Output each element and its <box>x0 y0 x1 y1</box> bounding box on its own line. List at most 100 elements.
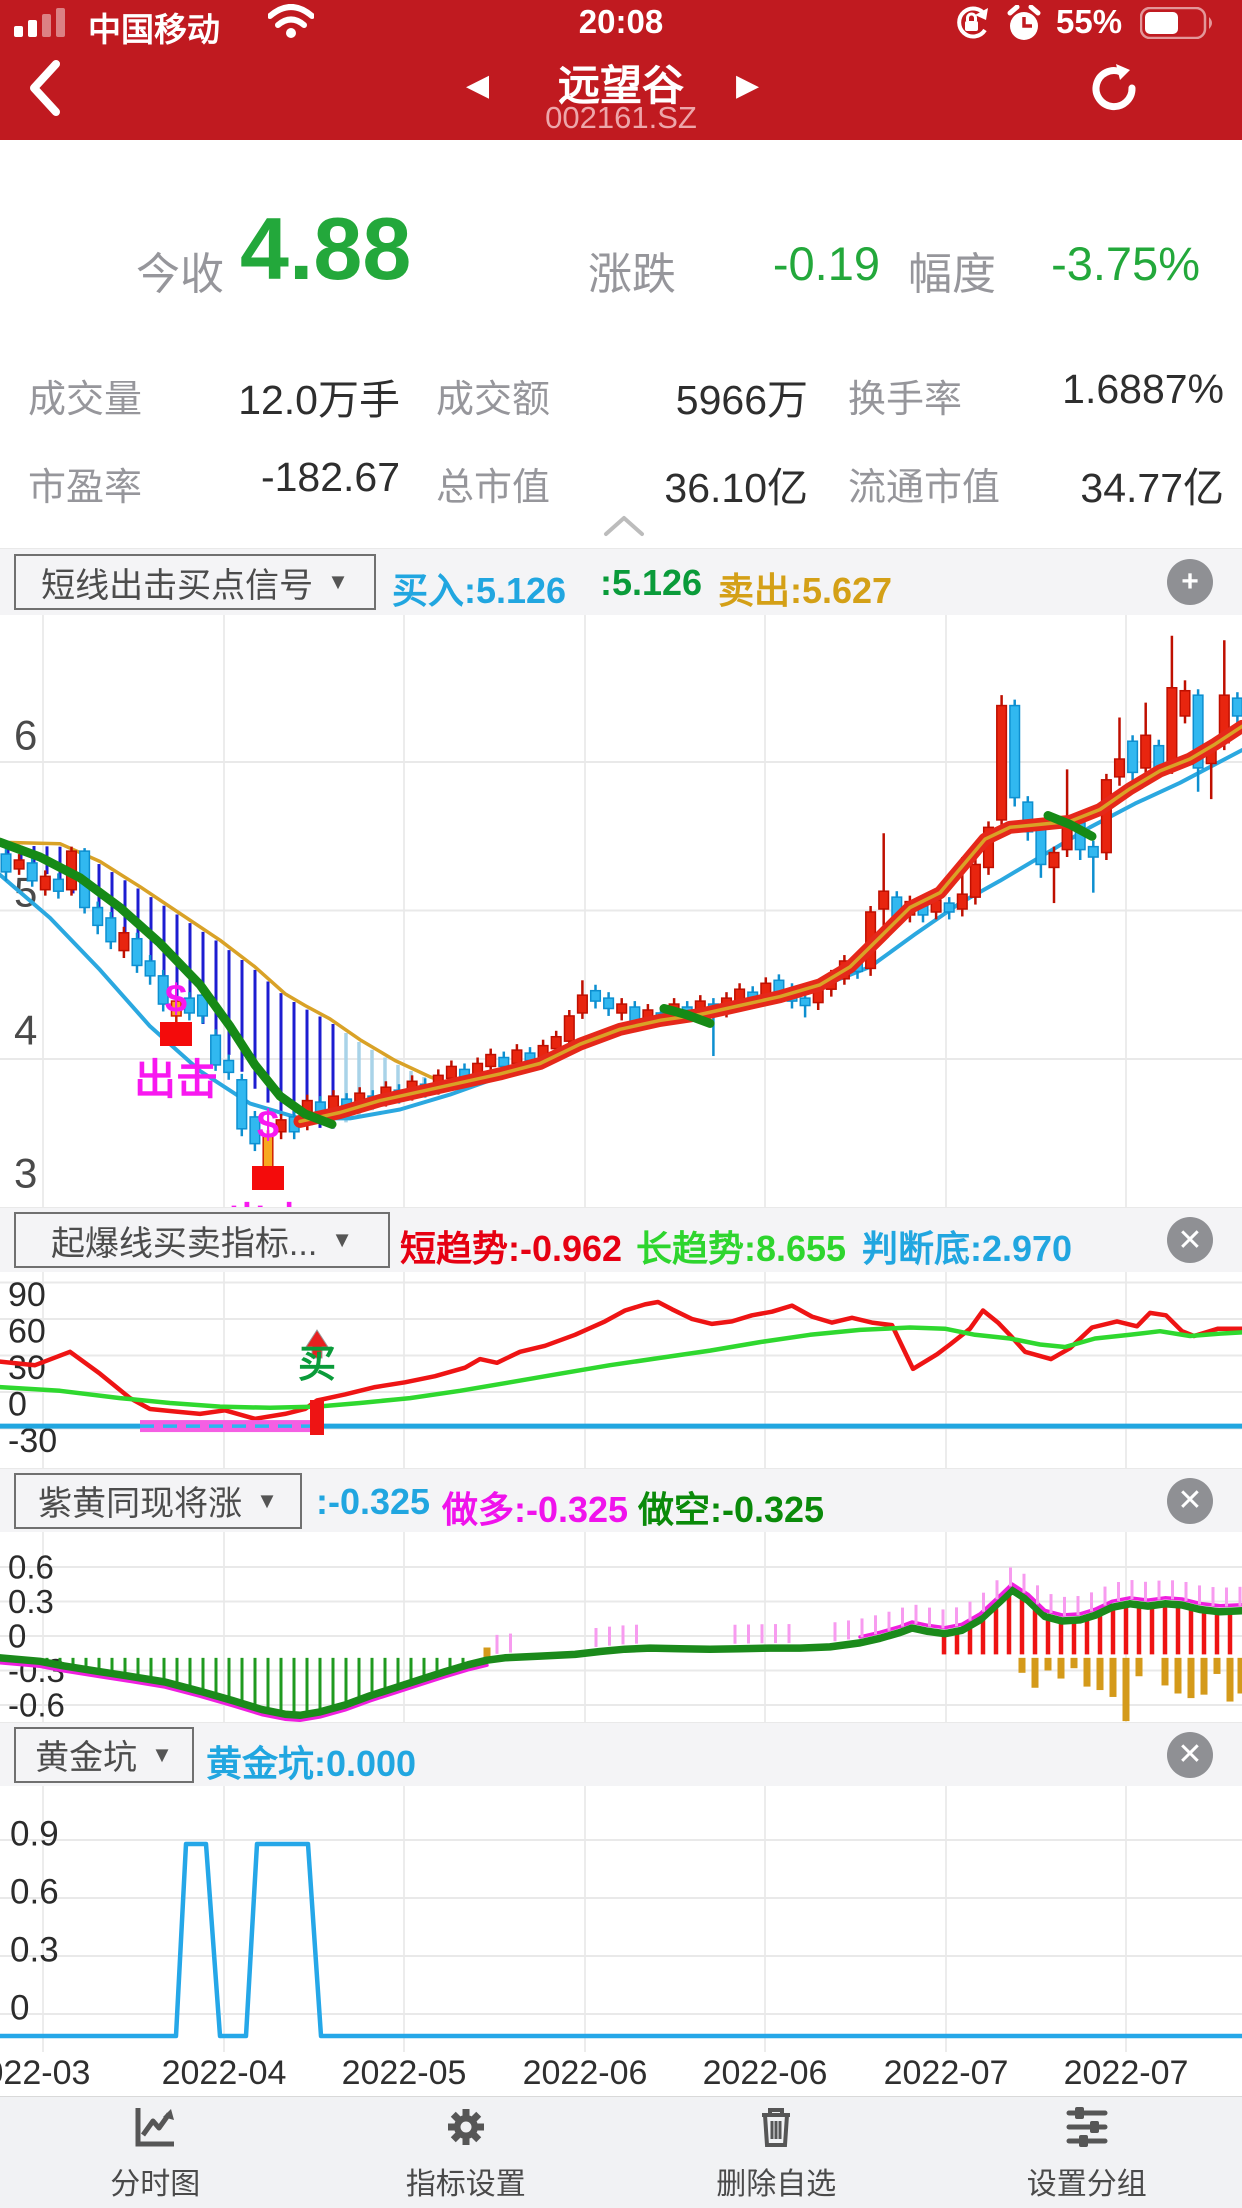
toolbar-分时图[interactable]: 分时图 <box>0 2097 311 2208</box>
indicator-dropdown[interactable]: 紫黄同现将涨 ▼ <box>14 1472 302 1529</box>
svg-text:$: $ <box>257 1103 279 1147</box>
indicator-value: 做空:-0.325 <box>638 1488 825 1530</box>
alarm-icon <box>1007 5 1041 40</box>
back-button[interactable] <box>26 60 62 116</box>
indicator-header-4: 黄金坑 ▼ 黄金坑:0.000 ✕ <box>0 1722 1242 1787</box>
svg-text:60: 60 <box>8 1313 46 1351</box>
chevron-down-icon: ▼ <box>331 1227 354 1252</box>
chg-label: 涨跌 <box>588 250 676 299</box>
pe-value: -182.67 <box>260 454 400 500</box>
toolbar-指标设置[interactable]: 指标设置 <box>311 2097 622 2208</box>
svg-text:4: 4 <box>14 1007 37 1054</box>
indicator-dropdown[interactable]: 黄金坑 ▼ <box>14 1726 194 1783</box>
amp-value: -3.75% <box>1051 237 1200 290</box>
golden-pit-chart[interactable]: 0.9 0.6 0.3 0 <box>0 1786 1242 2052</box>
fcap-label: 流通市值 <box>848 467 1001 509</box>
indicator-title: 短线出击买点信号 <box>41 566 314 605</box>
indicator-value: 做多:-0.325 <box>442 1488 629 1530</box>
indicator-header-1: 短线出击买点信号 ▼ 买入:5.126 :5.126 卖出:5.627 + <box>0 548 1242 616</box>
fcap-value: 34.77亿 <box>1080 465 1224 511</box>
svg-text:0.9: 0.9 <box>10 1815 59 1854</box>
carrier-label: 中国移动 <box>88 11 220 48</box>
svg-text:出击: 出击 <box>226 1200 310 1207</box>
trend-indicator-chart[interactable]: 90 60 30 0 -30 买 <box>0 1272 1242 1468</box>
line-chart-icon <box>131 2103 179 2151</box>
next-stock-button[interactable]: ▶ <box>736 69 760 102</box>
indicator-value: 判断底:2.970 <box>862 1228 1073 1269</box>
svg-text:3: 3 <box>14 1150 37 1197</box>
vol-label: 成交量 <box>28 379 143 421</box>
indicator-value: :5.126 <box>600 562 703 603</box>
indicator-value: 短趋势:-0.962 <box>400 1228 623 1269</box>
mcap-value: 36.10亿 <box>664 465 808 511</box>
refresh-button[interactable] <box>1088 62 1140 114</box>
indicator-header-2: 起爆线买卖指标... ▼ 短趋势:-0.962 长趋势:8.655 判断底:2.970 ✕ <box>0 1207 1242 1273</box>
prev-stock-button[interactable]: ◀ <box>466 69 490 102</box>
indicator-header-3: 紫黄同现将涨 ▼ :-0.325 做多:-0.325 做空:-0.325 ✕ <box>0 1468 1242 1533</box>
battery-percent: 55% <box>1056 3 1123 40</box>
close-value: 4.88 <box>240 199 412 298</box>
bottom-toolbar: 分时图 指标设置 删除自选 设置分组 <box>0 2096 1242 2208</box>
trash-icon <box>752 2103 800 2151</box>
close-indicator-button[interactable]: ✕ <box>1167 1731 1213 1778</box>
chg-value: -0.19 <box>772 237 880 290</box>
clock: 20:08 <box>578 3 664 40</box>
indicator-value: 卖出:5.627 <box>718 570 893 611</box>
svg-text:6: 6 <box>14 712 37 759</box>
indicator-value: :-0.325 <box>316 1480 431 1522</box>
svg-text:90: 90 <box>8 1276 46 1314</box>
svg-text:30: 30 <box>8 1349 46 1387</box>
add-indicator-button[interactable]: + <box>1167 559 1213 605</box>
x-axis-label: 2022-07 <box>1063 2054 1189 2092</box>
x-axis: 2022-03 2022-04 2022-05 2022-06 2022-06 2022-… <box>0 2052 1242 2096</box>
indicator-dropdown[interactable]: 短线出击买点信号 ▼ <box>14 554 376 610</box>
svg-text:0.6: 0.6 <box>8 1549 54 1586</box>
toolbar-label: 删除自选 <box>716 2168 837 2201</box>
svg-text:出击: 出击 <box>134 1056 218 1103</box>
indicator-title: 黄金坑 <box>35 1739 138 1777</box>
battery-icon <box>1140 7 1212 39</box>
dual-indicator-chart[interactable]: 0.6 0.3 0 -0.3 -0.6 <box>0 1532 1242 1722</box>
collapse-chevron[interactable] <box>602 514 646 538</box>
toolbar-label: 指标设置 <box>405 2168 526 2201</box>
close-label: 今收 <box>136 250 224 299</box>
chevron-down-icon: ▼ <box>151 1741 173 1767</box>
indicator-dropdown[interactable]: 起爆线买卖指标... ▼ <box>14 1212 390 1268</box>
amp-label: 幅度 <box>908 250 996 299</box>
rotation-lock-icon <box>957 6 988 39</box>
app-header: 中国移动 20:08 55% ◀ 远望谷 ▶ <box>0 0 1242 140</box>
svg-text:0.3: 0.3 <box>10 1931 59 1970</box>
signal-icon <box>14 8 65 37</box>
chevron-down-icon: ▼ <box>256 1487 278 1513</box>
wifi-icon <box>268 4 314 38</box>
indicator-value: 黄金坑:0.000 <box>206 1742 417 1784</box>
vol-value: 12.0万手 <box>238 377 400 423</box>
pe-label: 市盈率 <box>28 467 143 509</box>
indicator-value: 买入:5.126 <box>392 570 567 611</box>
close-indicator-button[interactable]: ✕ <box>1167 1217 1213 1263</box>
amt-label: 成交额 <box>436 379 551 421</box>
x-axis-label: 2022-04 <box>161 2054 287 2092</box>
x-axis-label: 2022-05 <box>341 2054 467 2092</box>
toolbar-设置分组[interactable]: 设置分组 <box>932 2097 1242 2208</box>
svg-text:0: 0 <box>8 1618 26 1655</box>
toolbar-删除自选[interactable]: 删除自选 <box>621 2097 932 2208</box>
turn-value: 1.6887% <box>1062 366 1224 412</box>
stock-code: 002161.SZ <box>545 100 697 135</box>
svg-text:$: $ <box>165 977 187 1021</box>
svg-text:0: 0 <box>8 1386 27 1424</box>
x-axis-label: 2022-07 <box>883 2054 1009 2092</box>
mcap-label: 总市值 <box>436 467 551 509</box>
indicator-title: 紫黄同现将涨 <box>38 1485 243 1523</box>
close-indicator-button[interactable]: ✕ <box>1167 1477 1213 1524</box>
svg-text:0.3: 0.3 <box>8 1583 54 1620</box>
toolbar-label: 设置分组 <box>1026 2168 1147 2201</box>
chevron-down-icon: ▼ <box>327 569 349 594</box>
x-axis-label: 2022-06 <box>522 2054 648 2092</box>
x-axis-label: 2022-03 <box>0 2054 91 2092</box>
svg-text:-0.6: -0.6 <box>8 1687 65 1723</box>
amt-value: 5966万 <box>675 377 808 423</box>
indicator-title: 起爆线买卖指标... <box>50 1224 318 1263</box>
